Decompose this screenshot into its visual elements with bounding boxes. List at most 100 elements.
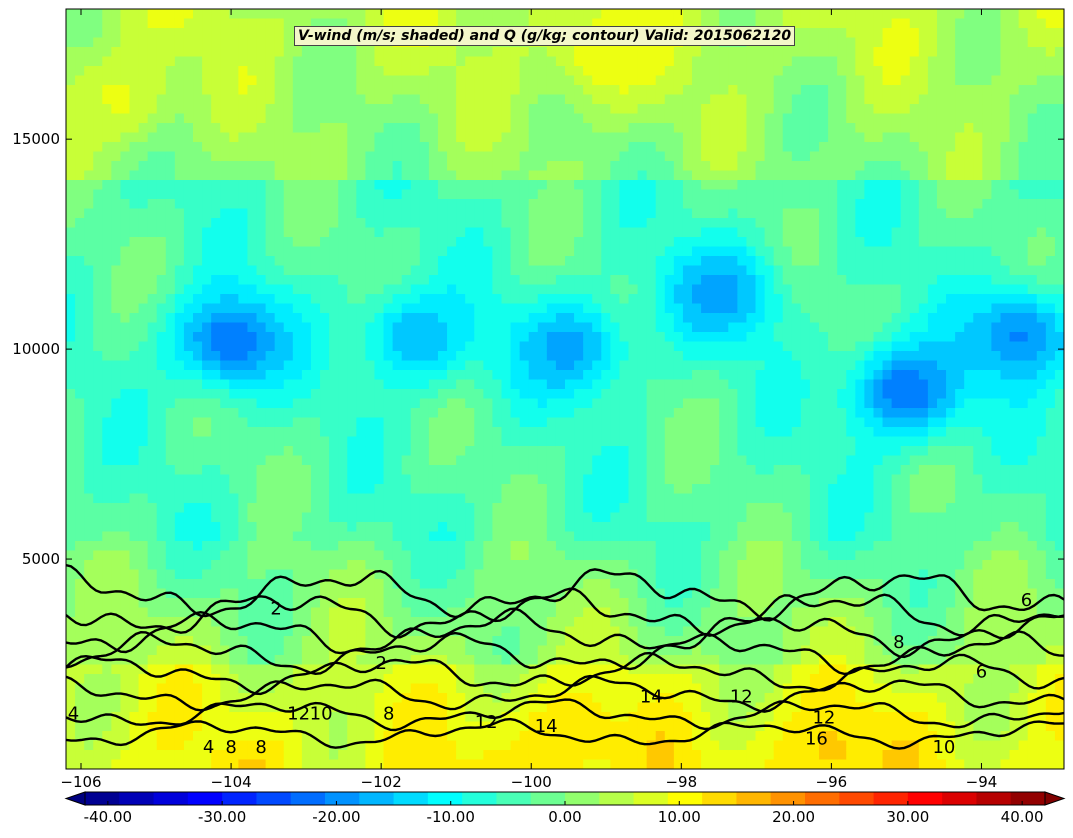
vwind-cell (546, 180, 557, 191)
vwind-cell (383, 94, 394, 105)
vwind-cell (356, 541, 366, 552)
vwind-cell (356, 588, 366, 599)
vwind-cell (619, 655, 630, 666)
vwind-cell (256, 674, 267, 685)
vwind-cell (374, 427, 385, 438)
vwind-cell (138, 113, 149, 124)
vwind-cell (456, 132, 466, 143)
vwind-cell (392, 360, 403, 371)
vwind-cell (193, 218, 203, 229)
vwind-cell (601, 436, 611, 447)
vwind-cell (419, 56, 430, 67)
vwind-cell (75, 636, 85, 647)
vwind-cell (165, 702, 176, 713)
vwind-cell (129, 170, 140, 181)
vwind-cell (129, 626, 140, 637)
vwind-cell (574, 389, 584, 400)
vwind-cell (392, 180, 403, 191)
vwind-cell (93, 161, 103, 172)
vwind-cell (592, 626, 602, 637)
vwind-cell (428, 18, 439, 29)
vwind-cell (229, 170, 239, 181)
vwind-cell (120, 740, 131, 751)
vwind-cell (546, 199, 557, 210)
vwind-cell (437, 569, 448, 580)
vwind-cell (347, 284, 357, 295)
vwind-cell (401, 142, 412, 153)
vwind-cell (84, 465, 94, 476)
vwind-cell (229, 674, 239, 685)
vwind-cell (238, 636, 249, 647)
vwind-cell (247, 541, 258, 552)
vwind-cell (156, 37, 167, 48)
vwind-cell (247, 455, 258, 466)
vwind-cell (392, 227, 403, 238)
vwind-cell (492, 484, 503, 495)
vwind-cell (347, 702, 357, 713)
vwind-cell (492, 113, 503, 124)
vwind-cell (537, 693, 548, 704)
vwind-cell (447, 569, 457, 580)
vwind-cell (156, 170, 167, 181)
vwind-cell (492, 246, 503, 257)
vwind-cell (401, 199, 412, 210)
vwind-cell (565, 75, 575, 86)
vwind-cell (211, 541, 221, 552)
vwind-cell (338, 351, 348, 362)
vwind-cell (202, 199, 212, 210)
vwind-cell (410, 237, 421, 248)
vwind-cell (220, 246, 230, 257)
vwind-cell (211, 237, 221, 248)
vwind-cell (510, 522, 521, 533)
vwind-cell (510, 759, 521, 769)
vwind-cell (220, 199, 230, 210)
vwind-cell (537, 721, 548, 732)
vwind-cell (329, 170, 339, 181)
vwind-cell (111, 674, 122, 685)
vwind-cell (347, 94, 357, 105)
vwind-cell (465, 626, 475, 637)
vwind-cell (310, 332, 321, 343)
vwind-cell (75, 332, 85, 343)
vwind-cell (292, 645, 303, 656)
vwind-cell (374, 465, 385, 476)
vwind-cell (519, 484, 530, 495)
vwind-cell (537, 427, 548, 438)
vwind-cell (283, 522, 294, 533)
vwind-cell (247, 465, 258, 476)
vwind-cell (374, 18, 385, 29)
vwind-cell (456, 360, 466, 371)
vwind-cell (193, 512, 203, 523)
vwind-cell (247, 636, 258, 647)
vwind-cell (75, 389, 85, 400)
vwind-cell (102, 66, 112, 77)
vwind-cell (156, 75, 167, 86)
vwind-cell (456, 664, 466, 675)
vwind-cell (619, 541, 630, 552)
vwind-cell (211, 522, 221, 533)
vwind-cell (283, 104, 294, 115)
vwind-cell (537, 208, 548, 219)
vwind-cell (565, 645, 575, 656)
vwind-cell (401, 322, 412, 333)
vwind-cell (419, 674, 430, 685)
vwind-cell (265, 265, 276, 276)
vwind-cell (392, 322, 403, 333)
vwind-cell (238, 237, 249, 248)
vwind-cell (329, 617, 339, 628)
vwind-cell (619, 265, 630, 276)
vwind-cell (419, 617, 430, 628)
vwind-cell (565, 322, 575, 333)
vwind-cell (374, 579, 385, 590)
vwind-cell (410, 218, 421, 229)
vwind-cell (329, 427, 339, 438)
vwind-cell (574, 351, 584, 362)
vwind-cell (129, 398, 140, 409)
vwind-cell (75, 512, 85, 523)
vwind-cell (619, 579, 630, 590)
vwind-cell (310, 246, 321, 257)
vwind-cell (410, 379, 421, 390)
vwind-cell (610, 740, 621, 751)
vwind-cell (147, 18, 158, 29)
vwind-cell (84, 370, 94, 381)
